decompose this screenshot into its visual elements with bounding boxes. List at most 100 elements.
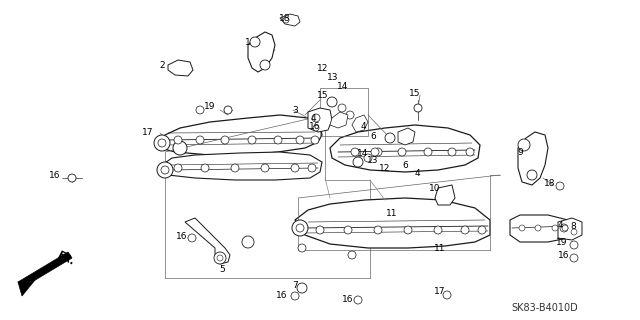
Circle shape (291, 164, 299, 172)
Circle shape (231, 164, 239, 172)
Text: 15: 15 (409, 89, 420, 98)
Polygon shape (352, 115, 368, 132)
Circle shape (461, 226, 469, 234)
Circle shape (348, 251, 356, 259)
Circle shape (424, 148, 432, 156)
Circle shape (173, 141, 187, 155)
Polygon shape (398, 128, 415, 145)
Circle shape (157, 162, 173, 178)
Polygon shape (435, 185, 455, 205)
Text: 9: 9 (517, 148, 523, 156)
Text: 4: 4 (414, 169, 420, 178)
Circle shape (291, 292, 299, 300)
Text: 18: 18 (544, 179, 556, 188)
Circle shape (351, 148, 359, 156)
Text: 13: 13 (367, 156, 379, 164)
Polygon shape (330, 125, 480, 172)
Polygon shape (168, 60, 193, 76)
Circle shape (527, 170, 537, 180)
Circle shape (274, 136, 282, 144)
Circle shape (371, 148, 379, 156)
Text: 15: 15 (317, 91, 329, 100)
Circle shape (158, 139, 166, 147)
Polygon shape (295, 198, 490, 248)
Text: 4: 4 (360, 122, 366, 131)
Text: 8: 8 (570, 221, 576, 230)
Circle shape (250, 37, 260, 47)
Circle shape (261, 164, 269, 172)
Polygon shape (558, 218, 582, 240)
Text: 16: 16 (49, 171, 61, 180)
Polygon shape (280, 14, 300, 26)
Circle shape (398, 148, 406, 156)
Text: 1: 1 (245, 37, 251, 46)
Circle shape (248, 136, 256, 144)
Circle shape (552, 225, 558, 231)
Text: 16: 16 (309, 122, 321, 131)
Circle shape (560, 224, 568, 232)
Circle shape (221, 136, 229, 144)
Circle shape (562, 225, 568, 231)
Text: 19: 19 (204, 101, 216, 110)
Circle shape (174, 136, 182, 144)
Circle shape (434, 226, 442, 234)
Circle shape (570, 241, 578, 249)
Polygon shape (330, 112, 348, 128)
Circle shape (297, 283, 307, 293)
Circle shape (570, 254, 578, 262)
Circle shape (556, 182, 564, 190)
Polygon shape (510, 215, 572, 242)
Text: 18: 18 (279, 13, 291, 22)
Text: 17: 17 (435, 287, 445, 297)
Bar (320, 88, 368, 136)
Circle shape (188, 234, 196, 242)
Circle shape (68, 174, 76, 182)
Text: 11: 11 (435, 244, 445, 252)
Circle shape (242, 236, 254, 248)
Circle shape (292, 220, 308, 236)
Circle shape (414, 104, 422, 112)
Circle shape (308, 164, 316, 172)
Polygon shape (308, 108, 332, 132)
Text: FR.: FR. (55, 250, 76, 267)
Circle shape (535, 225, 541, 231)
Circle shape (196, 106, 204, 114)
Text: 14: 14 (337, 82, 349, 91)
Text: 4: 4 (557, 220, 563, 229)
Polygon shape (518, 132, 548, 185)
Text: 6: 6 (402, 161, 408, 170)
Text: 17: 17 (142, 127, 154, 137)
Polygon shape (162, 152, 322, 180)
Circle shape (338, 104, 346, 112)
Polygon shape (185, 218, 230, 264)
Circle shape (518, 139, 530, 151)
Text: 19: 19 (556, 237, 568, 246)
Text: 11: 11 (387, 209, 397, 218)
Circle shape (154, 135, 170, 151)
Polygon shape (18, 280, 35, 296)
Circle shape (174, 164, 182, 172)
Text: 16: 16 (558, 251, 570, 260)
Circle shape (260, 60, 270, 70)
Text: 12: 12 (317, 63, 329, 73)
Polygon shape (18, 252, 72, 288)
Circle shape (354, 296, 362, 304)
Circle shape (161, 166, 169, 174)
Text: SK83-B4010D: SK83-B4010D (511, 303, 579, 313)
Polygon shape (158, 115, 322, 155)
Circle shape (296, 136, 304, 144)
Circle shape (224, 106, 232, 114)
Text: 3: 3 (292, 106, 298, 115)
Text: 4: 4 (310, 114, 316, 123)
Circle shape (217, 255, 223, 261)
Circle shape (344, 226, 352, 234)
Text: 5: 5 (219, 266, 225, 275)
Circle shape (478, 226, 486, 234)
Text: 12: 12 (380, 164, 390, 172)
Circle shape (298, 244, 306, 252)
Polygon shape (248, 32, 275, 72)
Circle shape (316, 226, 324, 234)
Circle shape (296, 224, 304, 232)
Circle shape (214, 252, 226, 264)
Text: 14: 14 (357, 148, 369, 157)
